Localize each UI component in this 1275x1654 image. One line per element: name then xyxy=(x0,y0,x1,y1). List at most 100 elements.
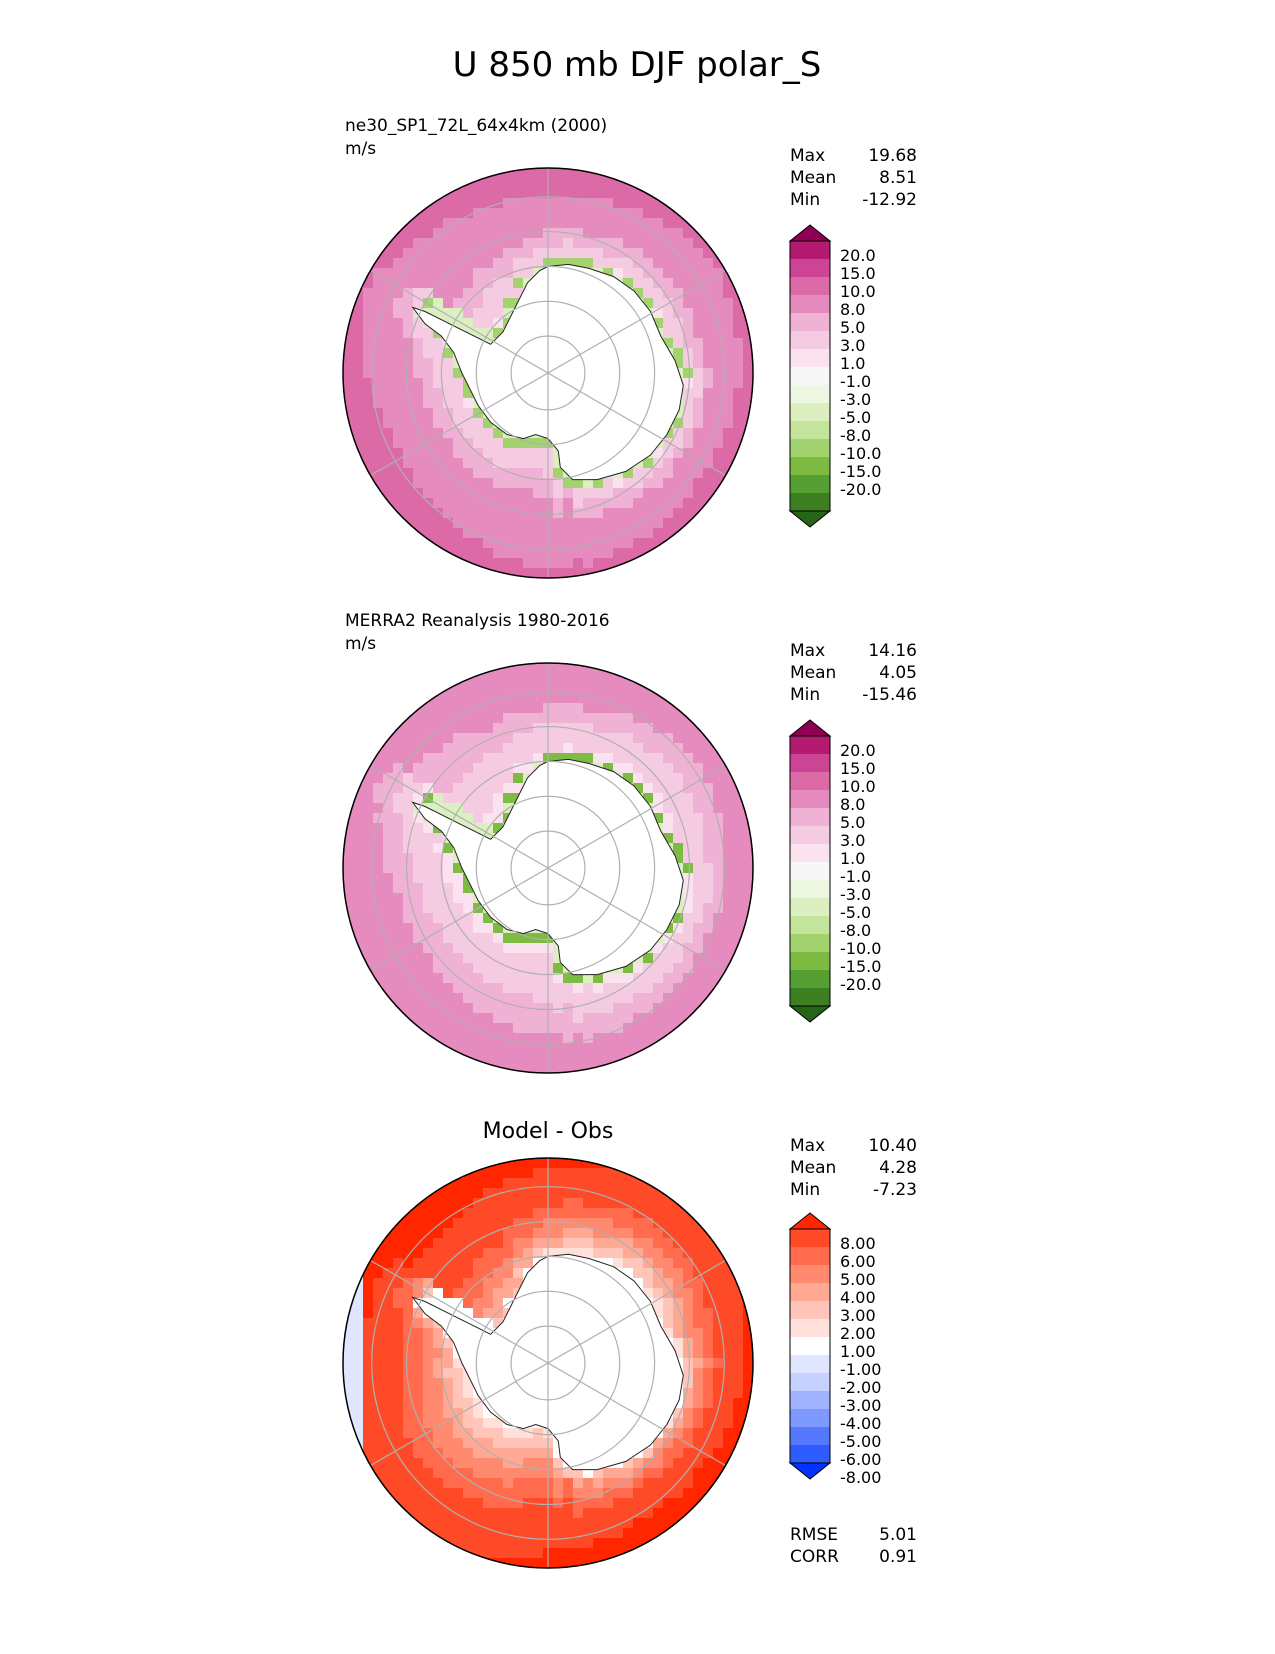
field-cell xyxy=(533,1518,544,1529)
field-cell xyxy=(653,1478,664,1489)
field-cell xyxy=(693,793,704,804)
longitude-line xyxy=(370,764,726,972)
field-cell xyxy=(443,1498,454,1509)
field-cell xyxy=(463,1538,474,1549)
mean-label: Mean xyxy=(790,1158,836,1178)
field-cell xyxy=(563,733,574,744)
field-cell xyxy=(533,673,544,684)
field-cell xyxy=(623,983,634,994)
field-cell xyxy=(683,813,694,824)
field-cell xyxy=(483,793,494,804)
field-cell xyxy=(683,488,694,499)
field-cell xyxy=(473,498,484,509)
field-cell xyxy=(393,368,404,379)
field-cell xyxy=(473,953,484,964)
field-cell xyxy=(523,1258,534,1269)
field-cell xyxy=(483,1458,494,1469)
field-cell xyxy=(603,558,614,569)
field-cell xyxy=(593,1248,604,1259)
field-cell xyxy=(663,1318,674,1329)
field-cell xyxy=(423,723,434,734)
field-cell xyxy=(553,723,564,734)
colorbar-segment xyxy=(790,1391,830,1410)
longitude-line xyxy=(370,269,726,477)
field-cell xyxy=(613,268,624,279)
field-cell xyxy=(423,1388,434,1399)
field-cell xyxy=(723,1418,734,1429)
field-cell xyxy=(713,763,724,774)
field-cell xyxy=(363,1318,374,1329)
field-cell xyxy=(423,418,434,429)
field-cell xyxy=(723,1268,734,1279)
field-cell xyxy=(533,538,544,549)
field-cell xyxy=(603,1468,614,1479)
field-cell xyxy=(693,743,704,754)
field-cell xyxy=(433,458,444,469)
field-cell xyxy=(693,378,704,389)
field-cell xyxy=(653,288,664,299)
field-cell xyxy=(363,1368,374,1379)
field-cell xyxy=(623,258,634,269)
field-cell xyxy=(433,1338,444,1349)
field-cell xyxy=(643,508,654,519)
field-cell xyxy=(433,953,444,964)
field-cell xyxy=(443,1368,454,1379)
field-cell xyxy=(493,248,504,259)
field-cell xyxy=(723,368,734,379)
field-cell xyxy=(443,418,454,429)
field-cell xyxy=(463,1228,474,1239)
field-cell xyxy=(733,863,744,874)
field-cell xyxy=(733,1418,744,1429)
field-cell xyxy=(413,218,424,229)
field-cell xyxy=(403,438,414,449)
field-cell xyxy=(723,288,734,299)
field-cell xyxy=(623,973,634,984)
field-cell xyxy=(603,1178,614,1189)
field-cell xyxy=(653,1518,664,1529)
field-cell xyxy=(493,1428,504,1439)
field-cell xyxy=(483,953,494,964)
field-cell xyxy=(673,1478,684,1489)
field-cell xyxy=(553,1063,564,1073)
field-cell xyxy=(623,1248,634,1259)
field-cell xyxy=(403,1368,414,1379)
field-cell xyxy=(433,428,444,439)
field-cell xyxy=(523,248,534,259)
field-cell xyxy=(513,1488,524,1499)
field-cell xyxy=(493,1528,504,1539)
field-cell xyxy=(683,1418,694,1429)
field-cell xyxy=(623,198,634,209)
field-cell xyxy=(663,733,674,744)
field-cell xyxy=(493,1288,504,1299)
field-cell xyxy=(513,733,524,744)
field-cell xyxy=(443,1488,454,1499)
field-cell xyxy=(553,538,564,549)
field-cell xyxy=(663,1488,674,1499)
field-cell xyxy=(663,318,674,329)
field-cell xyxy=(523,1013,534,1024)
field-cell xyxy=(453,488,464,499)
field-cell xyxy=(563,568,574,578)
field-cell xyxy=(473,1013,484,1024)
field-cell xyxy=(683,1308,694,1319)
field-cell xyxy=(463,883,474,894)
field-cell xyxy=(483,673,494,684)
field-cell xyxy=(733,428,744,439)
field-cell xyxy=(523,198,534,209)
field-cell xyxy=(663,1248,674,1259)
field-cell xyxy=(503,1538,514,1549)
field-cell xyxy=(473,1198,484,1209)
field-cell xyxy=(663,498,674,509)
field-cell xyxy=(453,713,464,724)
field-cell xyxy=(393,378,404,389)
field-cell xyxy=(663,338,674,349)
field-cell xyxy=(453,208,464,219)
field-cell xyxy=(393,1348,404,1359)
field-cell xyxy=(613,1033,624,1044)
field-cell xyxy=(533,1178,544,1189)
field-cell xyxy=(563,248,574,259)
field-cell xyxy=(703,1338,714,1349)
field-cell xyxy=(683,1398,694,1409)
field-cell xyxy=(453,418,464,429)
field-cell xyxy=(353,398,364,409)
